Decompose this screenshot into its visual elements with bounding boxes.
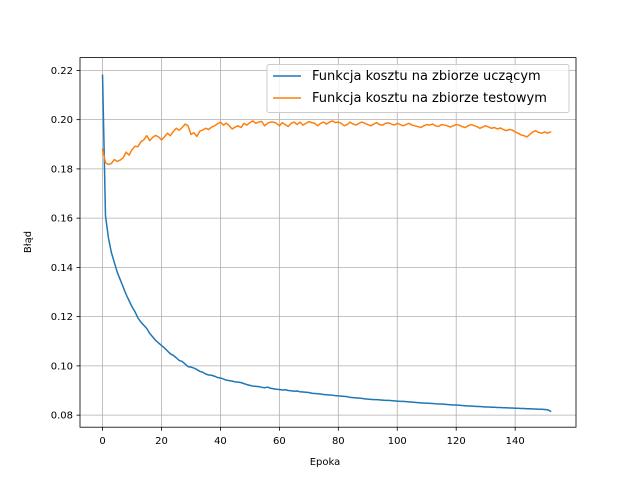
x-tick-label: 20 — [155, 436, 168, 447]
y-tick-label: 0.16 — [51, 214, 73, 225]
x-tick-label: 0 — [99, 436, 105, 447]
y-tick-label: 0.10 — [51, 361, 73, 372]
y-tick-label: 0.20 — [51, 115, 73, 126]
grid — [80, 57, 576, 428]
y-tick-label: 0.14 — [51, 263, 73, 274]
series-lines — [101, 74, 552, 413]
series-line-train — [101, 74, 552, 413]
y-axis-label: Błąd — [23, 231, 34, 253]
x-axis-label: Epoka — [310, 457, 341, 468]
x-tick-label: 140 — [506, 436, 525, 447]
x-tick-label: 80 — [332, 436, 345, 447]
x-tick-label: 40 — [214, 436, 227, 447]
x-tick-label: 100 — [388, 436, 407, 447]
y-tick-label: 0.22 — [51, 66, 73, 77]
series-line-test — [101, 120, 552, 166]
y-tick-label: 0.18 — [51, 164, 73, 175]
x-axis-ticks: 0 20 40 60 80 100 120 140 — [99, 427, 525, 447]
legend-box — [266, 64, 570, 113]
plot-frame — [79, 57, 577, 428]
x-tick-label: 120 — [447, 436, 466, 447]
legend: Funkcja kosztu na zbiorze uczącym Funkcj… — [266, 64, 570, 113]
y-tick-label: 0.08 — [51, 411, 73, 422]
y-tick-label: 0.12 — [51, 312, 73, 323]
legend-label-test: Funkcja kosztu na zbiorze testowym — [312, 91, 547, 106]
x-tick-label: 60 — [273, 436, 286, 447]
legend-label-train: Funkcja kosztu na zbiorze uczącym — [312, 69, 541, 84]
y-axis-ticks: 0.08 0.10 0.12 0.14 0.16 0.18 0.20 0.22 — [51, 66, 80, 422]
